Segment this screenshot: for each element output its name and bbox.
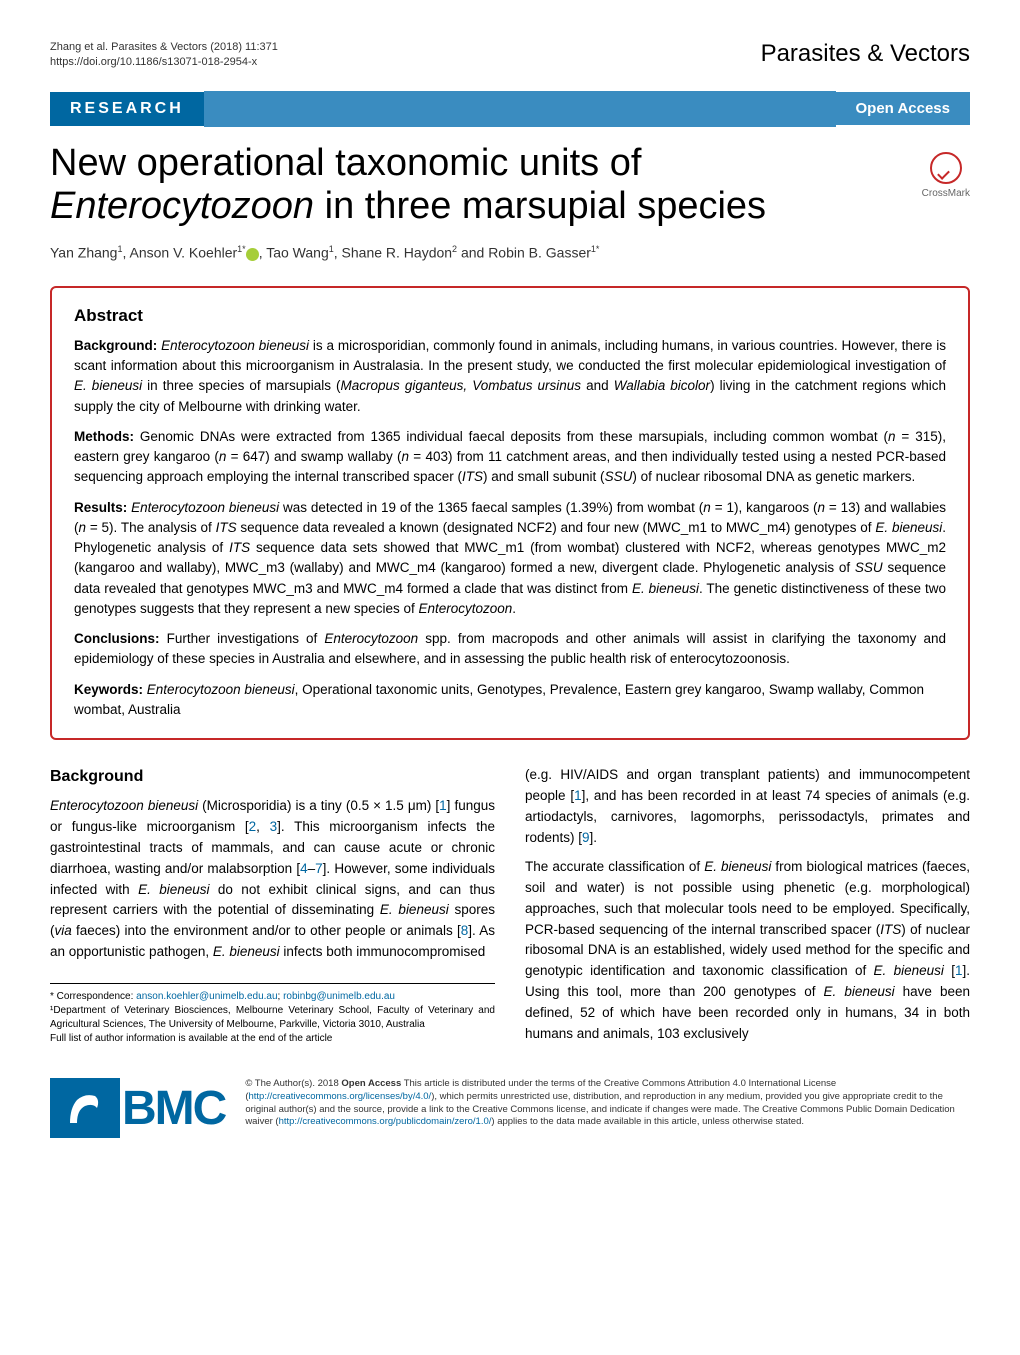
banner-fill — [204, 91, 836, 127]
abstract-conclusions: Conclusions: Further investigations of E… — [74, 629, 946, 670]
col-right: (e.g. HIV/AIDS and organ transplant pati… — [525, 765, 970, 1053]
article-title: New operational taxonomic units of Enter… — [50, 142, 902, 229]
crossmark-label: CrossMark — [922, 188, 970, 199]
citation-line2: https://doi.org/10.1186/s13071-018-2954-… — [50, 55, 278, 70]
crossmark-badge[interactable]: CrossMark — [922, 152, 970, 199]
title-row: New operational taxonomic units of Enter… — [50, 142, 970, 229]
correspondence-line3: Full list of author information is avail… — [50, 1032, 495, 1046]
license-text: © The Author(s). 2018 Open Access This a… — [245, 1078, 970, 1129]
abstract-heading: Abstract — [74, 306, 946, 326]
abstract-results: Results: Enterocytozoon bieneusi was det… — [74, 498, 946, 620]
correspondence: * Correspondence: anson.koehler@unimelb.… — [50, 983, 495, 1046]
correspondence-line1: * Correspondence: anson.koehler@unimelb.… — [50, 990, 495, 1004]
body-columns: Background Enterocytozoon bieneusi (Micr… — [50, 765, 970, 1053]
authors: Yan Zhang1, Anson V. Koehler1*, Tao Wang… — [50, 244, 970, 261]
crossmark-icon — [930, 152, 962, 184]
col2-p2: The accurate classification of E. bieneu… — [525, 857, 970, 1045]
bmc-icon — [50, 1078, 120, 1138]
page: Zhang et al. Parasites & Vectors (2018) … — [0, 0, 1020, 1178]
col2-p1: (e.g. HIV/AIDS and organ transplant pati… — [525, 765, 970, 849]
col1-p1: Enterocytozoon bieneusi (Microsporidia) … — [50, 796, 495, 963]
citation-line1: Zhang et al. Parasites & Vectors (2018) … — [50, 40, 278, 55]
open-access-label: Open Access — [836, 92, 971, 125]
banner: RESEARCH Open Access — [50, 91, 970, 127]
bmc-logo: BMC — [50, 1078, 225, 1138]
bmc-text: BMC — [122, 1081, 225, 1136]
header-top: Zhang et al. Parasites & Vectors (2018) … — [50, 40, 970, 71]
abstract-methods: Methods: Genomic DNAs were extracted fro… — [74, 427, 946, 488]
background-heading: Background — [50, 765, 495, 790]
research-label: RESEARCH — [50, 92, 204, 126]
footer: BMC © The Author(s). 2018 Open Access Th… — [50, 1078, 970, 1138]
correspondence-line2: ¹Department of Veterinary Biosciences, M… — [50, 1004, 495, 1032]
journal-logo: Parasites & Vectors — [761, 40, 970, 68]
citation: Zhang et al. Parasites & Vectors (2018) … — [50, 40, 278, 71]
abstract-background: Background: Enterocytozoon bieneusi is a… — [74, 336, 946, 417]
abstract-box: Abstract Background: Enterocytozoon bien… — [50, 286, 970, 740]
abstract-keywords: Keywords: Enterocytozoon bieneusi, Opera… — [74, 680, 946, 721]
col-left: Background Enterocytozoon bieneusi (Micr… — [50, 765, 495, 1053]
